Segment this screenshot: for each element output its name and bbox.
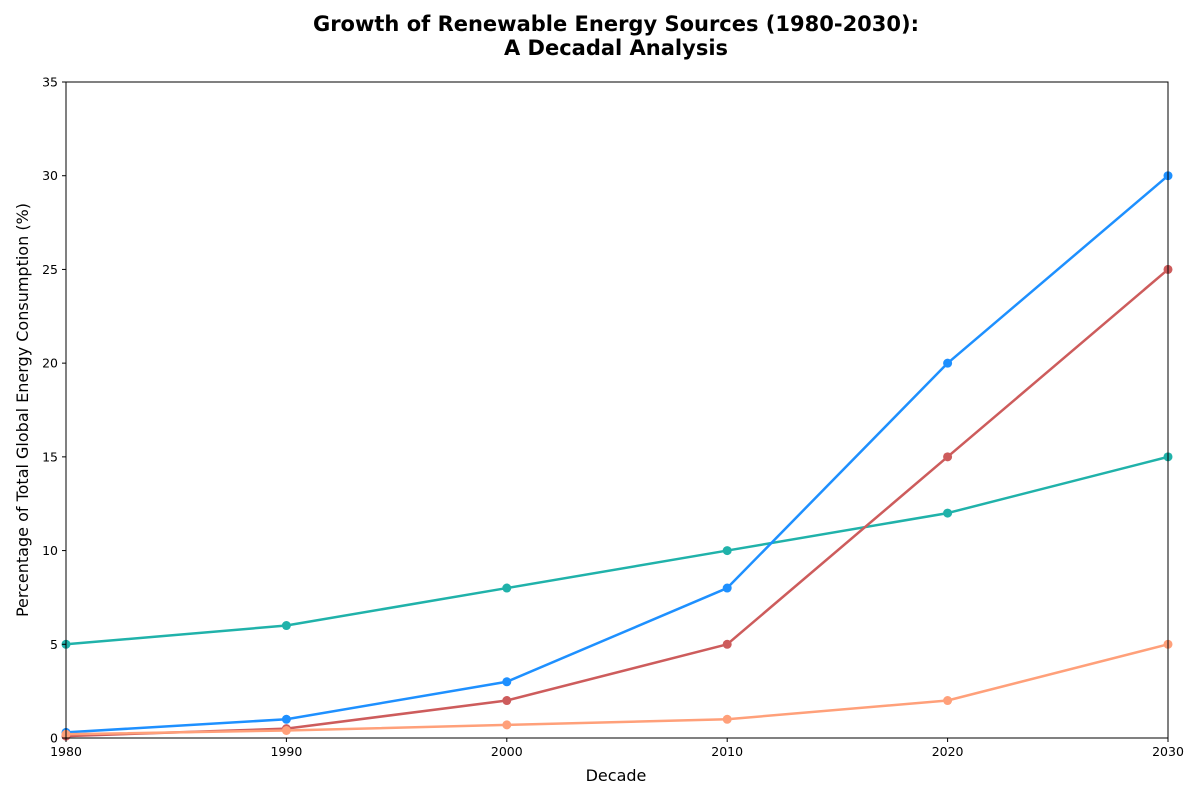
y-tick-label-7: 30 xyxy=(42,168,58,183)
y-axis-label: Percentage of Total Global Energy Consum… xyxy=(13,203,32,617)
series-1-point-2 xyxy=(281,621,291,631)
y-tick-label-1: 0 xyxy=(50,731,58,746)
x-tick-label-3: 2000 xyxy=(491,744,523,759)
series-2-point-4 xyxy=(722,583,732,593)
series-1-point-4 xyxy=(722,546,732,556)
plot-frame xyxy=(65,81,1169,739)
series-4 xyxy=(61,639,1173,739)
series-4-point-4 xyxy=(722,714,732,724)
series-2-line xyxy=(64,174,1170,734)
series-3-point-4 xyxy=(722,639,732,649)
x-tick-label-4: 2010 xyxy=(711,744,743,759)
y-tick-label-4: 15 xyxy=(42,449,58,464)
y-tick-label-3: 10 xyxy=(42,543,58,558)
x-tick-label-1: 1980 xyxy=(50,744,82,759)
series-1-point-5 xyxy=(943,508,953,518)
series-1-point-3 xyxy=(502,583,512,593)
y-tick-label-2: 5 xyxy=(50,637,58,652)
series-2-point-5 xyxy=(943,358,953,368)
series-4-point-5 xyxy=(943,696,953,706)
chart-title-line-1: Growth of Renewable Energy Sources (1980… xyxy=(313,12,919,36)
series-2-point-3 xyxy=(502,677,512,687)
x-tick-label-2: 1990 xyxy=(270,744,302,759)
x-axis-label: Decade xyxy=(586,766,647,785)
y-tick-label-6: 25 xyxy=(42,262,58,277)
series-2-point-2 xyxy=(281,714,291,724)
y-tick-label-8: 35 xyxy=(42,75,58,90)
series-3-point-3 xyxy=(502,696,512,706)
x-tick-label-5: 2020 xyxy=(932,744,964,759)
series-4-line xyxy=(64,643,1170,736)
chart-title-line-2: A Decadal Analysis xyxy=(504,36,728,60)
series-4-point-3 xyxy=(502,720,512,730)
y-tick-label-5: 20 xyxy=(42,356,58,371)
series-1-line xyxy=(64,455,1170,646)
x-tick-label-6: 2030 xyxy=(1152,744,1184,759)
axes-layer: 1980 1990 2000 2010 2020 2030 0 5 10 15 20 25 30 35 xyxy=(42,75,1184,760)
series-4-point-2 xyxy=(281,726,291,736)
series-3-point-5 xyxy=(943,452,953,462)
